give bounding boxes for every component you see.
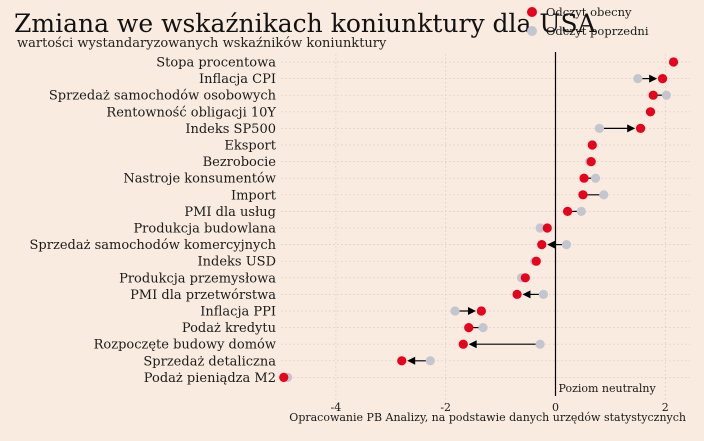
neutral-label: Poziom neutralny xyxy=(558,382,656,395)
current-reading-dot xyxy=(635,123,646,133)
legend-label: Odczyt poprzedni xyxy=(546,24,649,38)
change-arrow-head xyxy=(522,290,531,299)
category-label: Produkcja przemysłowa xyxy=(119,271,276,286)
category-label: PMI dla usług xyxy=(184,205,276,220)
previous-reading-dot xyxy=(450,306,460,316)
legend: Odczyt obecny Odczyt poprzedni xyxy=(527,5,649,38)
category-label: Inflacja CPI xyxy=(199,72,276,87)
previous-reading-dot xyxy=(576,206,586,216)
category-label: Podaż kredytu xyxy=(182,321,276,336)
category-label: Bezrobocie xyxy=(203,155,277,170)
previous-reading-dot xyxy=(590,173,601,183)
change-arrow-head xyxy=(407,356,416,365)
current-reading-dot xyxy=(464,323,474,333)
category-label: Import xyxy=(231,188,277,203)
category-label: Sprzedaż samochodów osobowych xyxy=(49,89,277,104)
category-label: Sprzedaż detaliczna xyxy=(143,354,276,369)
category-label: Sprzedaż samochodów komercyjnych xyxy=(30,238,277,253)
change-arrow-head xyxy=(649,74,658,83)
current-reading-dot xyxy=(648,90,658,100)
x-tick-label: -2 xyxy=(440,401,451,414)
legend-label: Odczyt obecny xyxy=(546,5,632,19)
change-arrow-head xyxy=(547,240,556,249)
current-reading-dot xyxy=(586,157,596,167)
current-reading-dot xyxy=(520,273,530,283)
previous-reading-dot xyxy=(633,74,643,84)
previous-reading-dot xyxy=(478,323,488,333)
neutral-line-group: Poziom neutralny xyxy=(554,52,656,396)
category-label: Podaż pieniądza M2 xyxy=(144,371,276,386)
category-label: Inflacja PPI xyxy=(200,305,276,320)
current-reading-dot xyxy=(579,173,589,183)
x-tick-label: 2 xyxy=(662,401,669,414)
chart-marks xyxy=(279,57,679,382)
chart-title: Zmiana we wskaźnikach koniunktury dla US… xyxy=(14,9,597,38)
category-label: Stopa procentowa xyxy=(156,56,276,71)
current-reading-dot xyxy=(476,306,486,316)
legend-marker xyxy=(527,7,537,17)
previous-reading-dot xyxy=(561,240,572,250)
current-reading-dot xyxy=(578,190,588,200)
previous-reading-dot xyxy=(535,339,545,349)
current-reading-dot xyxy=(279,372,289,382)
current-reading-dot xyxy=(537,240,547,250)
current-reading-dot xyxy=(458,339,468,349)
category-label: Indeks SP500 xyxy=(185,122,276,137)
source-note: Opracowanie PB Analizy, na podstawie dan… xyxy=(289,411,686,424)
x-tick-label: -4 xyxy=(331,401,342,414)
change-arrow-head xyxy=(468,340,477,349)
x-axis-ticks: -4 -2 0 2 xyxy=(331,401,669,414)
current-reading-dot xyxy=(397,356,407,366)
category-label: Produkcja budowlana xyxy=(133,222,276,237)
current-reading-dot xyxy=(657,74,668,84)
current-reading-dot xyxy=(542,223,552,233)
category-label: Indeks USD xyxy=(198,255,277,270)
category-label: PMI dla przetwórstwa xyxy=(130,288,276,303)
x-tick-label: 0 xyxy=(552,401,559,414)
change-arrow-head xyxy=(467,307,476,315)
previous-reading-dot xyxy=(594,123,605,133)
current-reading-dot xyxy=(587,140,597,150)
previous-reading-dot xyxy=(599,190,609,200)
category-label: Nastroje konsumentów xyxy=(123,172,276,187)
current-reading-dot xyxy=(645,107,656,117)
current-reading-dot xyxy=(668,57,679,67)
category-label: Eksport xyxy=(224,139,276,154)
category-label: Rozpoczęte budowy domów xyxy=(94,338,276,353)
category-label: Rentowność obligacji 10Y xyxy=(106,105,276,120)
legend-marker xyxy=(527,26,537,36)
current-reading-dot xyxy=(562,206,573,216)
previous-reading-dot xyxy=(661,90,671,100)
previous-reading-dot xyxy=(538,289,549,299)
change-arrow-head xyxy=(627,124,636,133)
current-reading-dot xyxy=(531,256,541,266)
previous-reading-dot xyxy=(535,223,545,233)
previous-reading-dot xyxy=(425,356,435,366)
chart-subtitle: wartości wystandaryzowanych wskaźników k… xyxy=(17,36,387,51)
current-reading-dot xyxy=(512,289,522,299)
